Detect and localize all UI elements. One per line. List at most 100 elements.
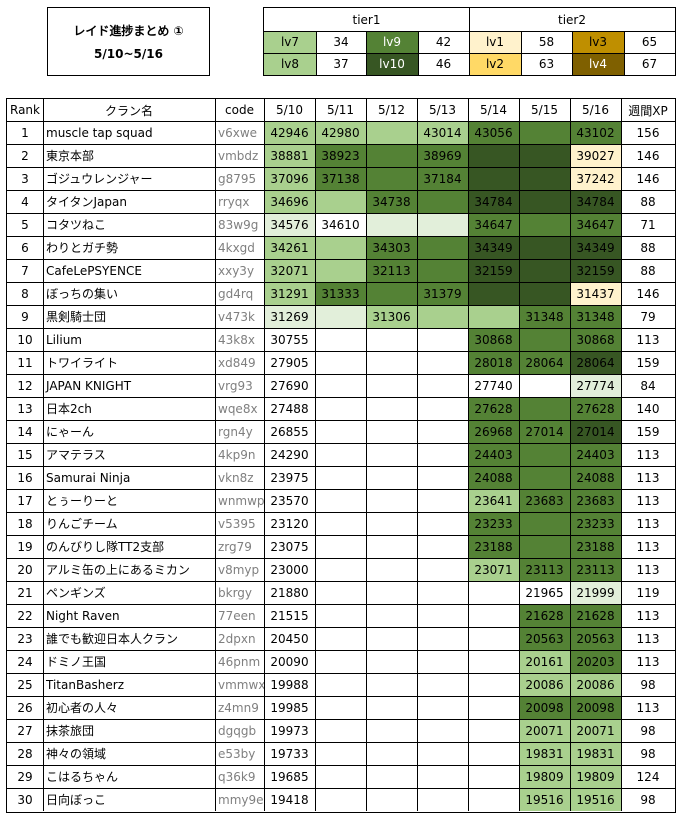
score-cell[interactable]: 43014: [417, 121, 468, 144]
score-cell[interactable]: [315, 696, 366, 719]
column-header[interactable]: 週間XP: [628, 103, 668, 118]
rank-cell[interactable]: 9: [21, 309, 29, 324]
score-cell[interactable]: [417, 328, 468, 351]
score-cell[interactable]: 23975: [270, 470, 309, 485]
score-cell[interactable]: [468, 167, 519, 190]
clan-name-cell[interactable]: ゴジュウレンジャー: [46, 172, 153, 186]
score-cell[interactable]: [417, 213, 468, 236]
clan-name-cell[interactable]: ドミノ王国: [46, 655, 107, 669]
weekly-xp-cell[interactable]: 98: [640, 792, 656, 807]
score-cell[interactable]: [315, 581, 366, 604]
clan-name-cell[interactable]: muscle tap squad: [46, 125, 153, 140]
code-cell[interactable]: v5395: [218, 516, 256, 531]
score-cell[interactable]: 30868: [468, 328, 519, 351]
weekly-xp-cell[interactable]: 113: [636, 516, 660, 531]
clan-name-cell[interactable]: アルミ缶の上にあるミカン: [46, 563, 190, 577]
score-cell[interactable]: [315, 374, 366, 397]
score-cell[interactable]: 21628: [570, 604, 621, 627]
rank-cell[interactable]: 17: [17, 493, 33, 508]
weekly-xp-cell[interactable]: 124: [636, 769, 660, 784]
score-cell[interactable]: [519, 535, 570, 558]
tier-value-lv4[interactable]: 67: [641, 57, 658, 71]
score-cell[interactable]: [519, 213, 570, 236]
code-cell[interactable]: 4kxgd: [218, 240, 255, 255]
score-cell[interactable]: [315, 650, 366, 673]
clan-name-cell[interactable]: とぅーりーと: [46, 494, 119, 508]
score-cell[interactable]: 20563: [570, 627, 621, 650]
score-cell[interactable]: [315, 351, 366, 374]
score-cell[interactable]: 20098: [570, 696, 621, 719]
score-cell[interactable]: [519, 374, 570, 397]
score-cell[interactable]: [315, 236, 366, 259]
clan-name-cell[interactable]: CafeLePSYENCE: [46, 263, 142, 278]
weekly-xp-cell[interactable]: 146: [636, 171, 660, 186]
score-cell[interactable]: 24088: [570, 466, 621, 489]
score-cell[interactable]: 23113: [570, 558, 621, 581]
weekly-xp-cell[interactable]: 113: [636, 493, 660, 508]
score-cell[interactable]: [315, 328, 366, 351]
score-cell[interactable]: 23233: [570, 512, 621, 535]
weekly-xp-cell[interactable]: 84: [640, 378, 656, 393]
score-cell[interactable]: 23113: [519, 558, 570, 581]
code-cell[interactable]: 46pnm: [218, 654, 261, 669]
score-cell[interactable]: [417, 305, 468, 328]
weekly-xp-cell[interactable]: 113: [636, 447, 660, 462]
code-cell[interactable]: e53by: [218, 746, 256, 761]
score-cell[interactable]: [366, 351, 417, 374]
code-cell[interactable]: mmy9e: [218, 792, 264, 807]
rank-cell[interactable]: 4: [21, 194, 29, 209]
weekly-xp-cell[interactable]: 88: [640, 240, 656, 255]
score-cell[interactable]: 23071: [468, 558, 519, 581]
rank-cell[interactable]: 16: [17, 470, 33, 485]
weekly-xp-cell[interactable]: 98: [640, 677, 656, 692]
score-cell[interactable]: [417, 581, 468, 604]
score-cell[interactable]: 43102: [570, 121, 621, 144]
tier-level-lv9[interactable]: lv9: [366, 31, 418, 53]
score-cell[interactable]: 21515: [270, 608, 309, 623]
score-cell[interactable]: [366, 167, 417, 190]
score-cell[interactable]: [468, 627, 519, 650]
score-cell[interactable]: [417, 650, 468, 673]
column-header[interactable]: 5/15: [531, 103, 558, 117]
rank-cell[interactable]: 22: [17, 608, 33, 623]
weekly-xp-cell[interactable]: 119: [636, 585, 660, 600]
score-cell[interactable]: 34784: [468, 190, 519, 213]
weekly-xp-cell[interactable]: 113: [636, 654, 660, 669]
column-header[interactable]: 5/13: [429, 103, 456, 117]
clan-name-cell[interactable]: にゃーん: [46, 425, 95, 439]
rank-cell[interactable]: 10: [17, 332, 33, 347]
score-cell[interactable]: [519, 190, 570, 213]
score-cell[interactable]: 31348: [519, 305, 570, 328]
weekly-xp-cell[interactable]: 159: [636, 424, 660, 439]
code-cell[interactable]: wqe8x: [218, 401, 258, 416]
score-cell[interactable]: 34738: [366, 190, 417, 213]
tier-level-lv2[interactable]: lv2: [469, 53, 521, 75]
score-cell[interactable]: 23075: [270, 539, 309, 554]
score-cell[interactable]: [315, 305, 366, 328]
score-cell[interactable]: [519, 167, 570, 190]
score-cell[interactable]: 20071: [570, 719, 621, 742]
score-cell[interactable]: [315, 558, 366, 581]
clan-name-cell[interactable]: Night Raven: [46, 608, 120, 623]
clan-name-cell[interactable]: りんごチーム: [46, 517, 118, 531]
score-cell[interactable]: 27628: [468, 397, 519, 420]
score-cell[interactable]: [366, 512, 417, 535]
score-cell[interactable]: 32071: [264, 259, 315, 282]
score-cell[interactable]: [366, 466, 417, 489]
score-cell[interactable]: 31269: [264, 305, 315, 328]
rank-cell[interactable]: 18: [17, 516, 33, 531]
score-cell[interactable]: 30868: [570, 328, 621, 351]
tier-value-lv10[interactable]: 46: [435, 57, 452, 71]
score-cell[interactable]: [468, 719, 519, 742]
score-cell[interactable]: 34696: [264, 190, 315, 213]
score-cell[interactable]: 34647: [468, 213, 519, 236]
score-cell[interactable]: 21880: [270, 585, 309, 600]
score-cell[interactable]: [417, 351, 468, 374]
tier-value-lv8[interactable]: 37: [333, 57, 349, 71]
score-cell[interactable]: [468, 604, 519, 627]
weekly-xp-cell[interactable]: 79: [640, 309, 656, 324]
score-cell[interactable]: 43056: [468, 121, 519, 144]
score-cell[interactable]: [417, 558, 468, 581]
score-cell[interactable]: [366, 673, 417, 696]
clan-name-cell[interactable]: コタツねこ: [46, 218, 107, 232]
